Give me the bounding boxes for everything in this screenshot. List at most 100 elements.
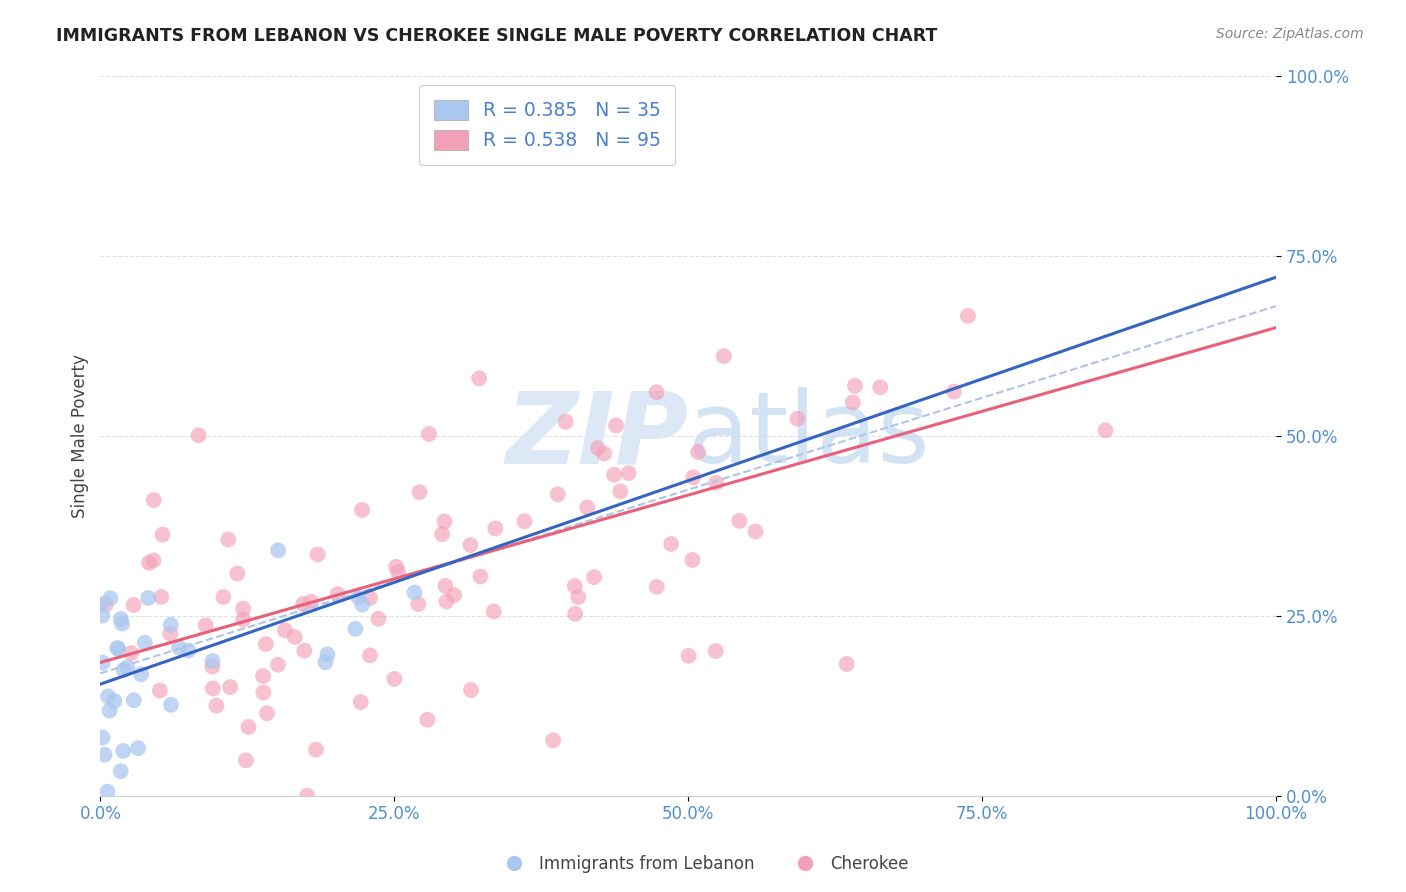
Text: Source: ZipAtlas.com: Source: ZipAtlas.com — [1216, 27, 1364, 41]
Point — [408, 485, 430, 500]
Point — [217, 533, 239, 547]
Point — [305, 742, 328, 756]
Point — [138, 556, 160, 570]
Point — [122, 598, 145, 612]
Point — [513, 514, 536, 528]
Point — [326, 587, 349, 601]
Point — [205, 698, 228, 713]
Point — [112, 744, 135, 758]
Point — [150, 590, 173, 604]
Point — [103, 694, 125, 708]
Point — [152, 527, 174, 541]
Point — [219, 680, 242, 694]
Point — [167, 640, 190, 655]
Point — [194, 618, 217, 632]
Point — [682, 553, 704, 567]
Text: ZIP: ZIP — [505, 387, 688, 484]
Point — [111, 616, 134, 631]
Point — [201, 654, 224, 668]
Point — [359, 591, 381, 605]
Point — [122, 693, 145, 707]
Point — [468, 371, 491, 385]
Legend: R = 0.385   N = 35, R = 0.538   N = 95: R = 0.385 N = 35, R = 0.538 N = 95 — [419, 85, 675, 165]
Point — [316, 648, 339, 662]
Point — [470, 569, 492, 583]
Point — [136, 591, 159, 605]
Point — [292, 597, 315, 611]
Point — [267, 543, 290, 558]
Point — [359, 648, 381, 663]
Point — [96, 784, 118, 798]
Point — [347, 590, 370, 604]
Point — [385, 560, 408, 574]
Point — [344, 622, 367, 636]
Point — [110, 764, 132, 778]
Point — [267, 657, 290, 672]
Point — [460, 683, 482, 698]
Point — [564, 579, 586, 593]
Point — [842, 395, 865, 409]
Point — [844, 379, 866, 393]
Point — [350, 503, 373, 517]
Point — [254, 637, 277, 651]
Point — [835, 657, 858, 671]
Point — [232, 613, 254, 627]
Point — [408, 597, 430, 611]
Text: IMMIGRANTS FROM LEBANON VS CHEROKEE SINGLE MALE POVERTY CORRELATION CHART: IMMIGRANTS FROM LEBANON VS CHEROKEE SING… — [56, 27, 938, 45]
Legend: Immigrants from Lebanon, Cherokee: Immigrants from Lebanon, Cherokee — [491, 848, 915, 880]
Point — [252, 669, 274, 683]
Point — [1094, 423, 1116, 437]
Point — [609, 484, 631, 499]
Point — [430, 527, 453, 541]
Point — [314, 655, 336, 669]
Point — [436, 594, 458, 608]
Point — [387, 565, 409, 579]
Point — [235, 753, 257, 767]
Point — [160, 618, 183, 632]
Point — [98, 704, 121, 718]
Point — [433, 515, 456, 529]
Point — [593, 446, 616, 460]
Point — [142, 493, 165, 508]
Point — [201, 681, 224, 696]
Point — [956, 309, 979, 323]
Point — [201, 659, 224, 673]
Point — [869, 380, 891, 394]
Point — [160, 698, 183, 712]
Point — [292, 643, 315, 657]
Point — [404, 585, 426, 599]
Point — [252, 685, 274, 699]
Point — [117, 660, 139, 674]
Point — [484, 521, 506, 535]
Point — [576, 500, 599, 515]
Point — [541, 733, 564, 747]
Point — [107, 641, 129, 656]
Point — [274, 623, 297, 637]
Point — [238, 720, 260, 734]
Point — [434, 579, 457, 593]
Point — [942, 384, 965, 399]
Point — [307, 548, 329, 562]
Point — [142, 553, 165, 567]
Point — [97, 690, 120, 704]
Point — [659, 537, 682, 551]
Point — [744, 524, 766, 539]
Point — [645, 580, 668, 594]
Point — [91, 656, 114, 670]
Point — [284, 630, 307, 644]
Point — [567, 590, 589, 604]
Point — [149, 683, 172, 698]
Point — [91, 731, 114, 745]
Point — [98, 591, 121, 606]
Point — [554, 415, 576, 429]
Point — [256, 706, 278, 721]
Point — [728, 514, 751, 528]
Point — [678, 648, 700, 663]
Point — [93, 747, 115, 762]
Point — [299, 595, 322, 609]
Y-axis label: Single Male Poverty: Single Male Poverty — [72, 354, 89, 517]
Point — [688, 445, 710, 459]
Point — [105, 641, 128, 656]
Point — [120, 646, 142, 660]
Point — [226, 566, 249, 581]
